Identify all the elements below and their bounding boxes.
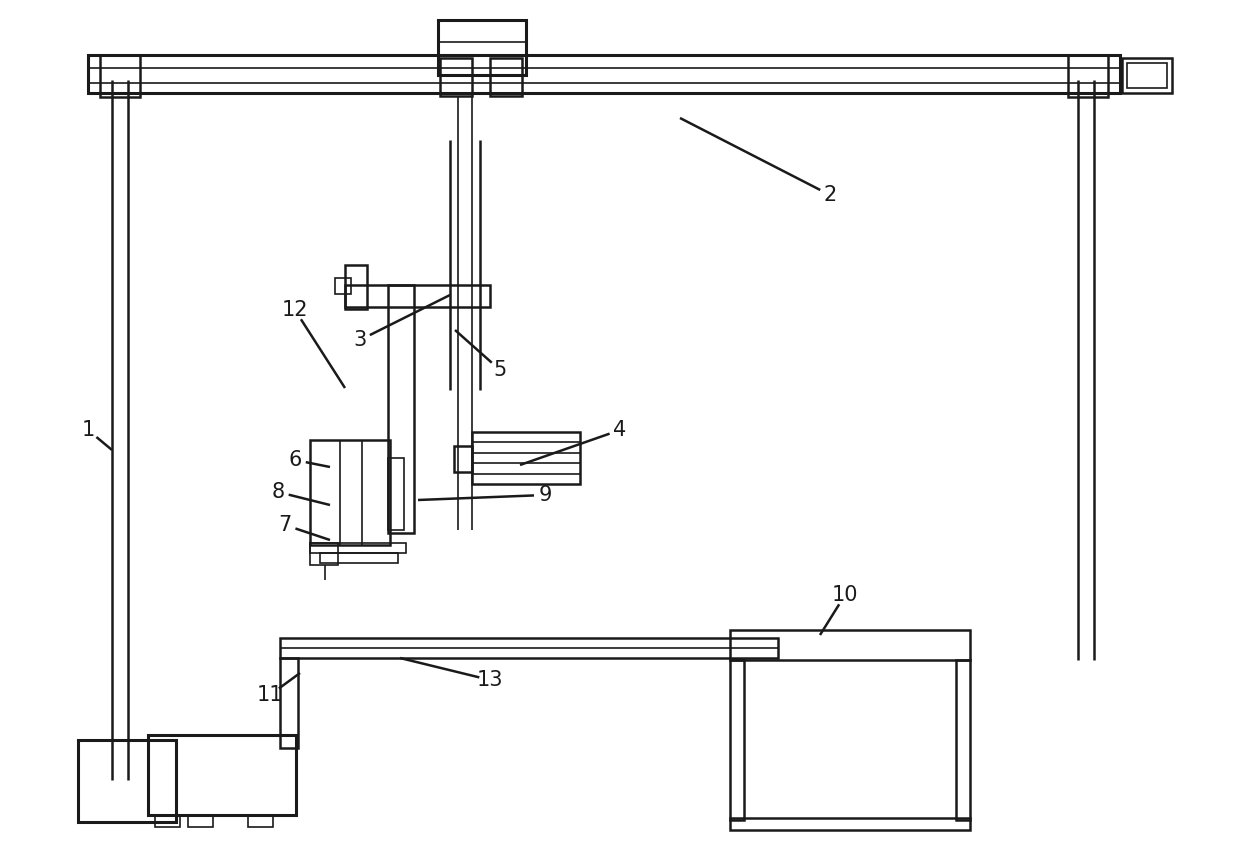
Text: 4: 4 [614,420,626,440]
Bar [155,815,180,827]
Bar [248,815,273,827]
Text: 9: 9 [538,485,552,505]
Bar [730,660,744,820]
Bar [100,55,140,97]
Text: 6: 6 [289,450,301,470]
Bar [310,440,391,545]
Bar [310,543,339,565]
Bar [440,58,472,96]
Bar [320,553,398,563]
Bar [472,432,580,484]
Bar [956,660,970,820]
Bar [438,20,526,75]
Bar [280,638,777,658]
Bar [345,265,367,309]
Text: 3: 3 [353,330,367,350]
Bar [490,58,522,96]
Bar [730,630,970,660]
Text: 10: 10 [832,585,858,605]
Bar [388,458,404,530]
Bar [188,815,213,827]
Bar [454,446,472,472]
Text: 13: 13 [476,670,503,690]
Text: 12: 12 [281,300,309,320]
Text: 11: 11 [257,685,283,705]
Text: 5: 5 [494,360,507,380]
Bar [1127,63,1167,88]
Bar [335,278,351,294]
Bar [310,543,405,553]
Bar [1122,58,1172,93]
Bar [78,740,176,822]
Bar [438,42,526,56]
Text: 1: 1 [82,420,94,440]
Bar [280,658,298,748]
Text: 8: 8 [272,482,284,502]
Bar [388,285,414,533]
Bar [345,285,490,307]
Bar [730,818,970,830]
Text: 2: 2 [823,185,837,205]
Bar [88,55,1120,93]
Text: 7: 7 [278,515,291,535]
Bar [148,735,296,815]
Bar [1068,55,1109,97]
